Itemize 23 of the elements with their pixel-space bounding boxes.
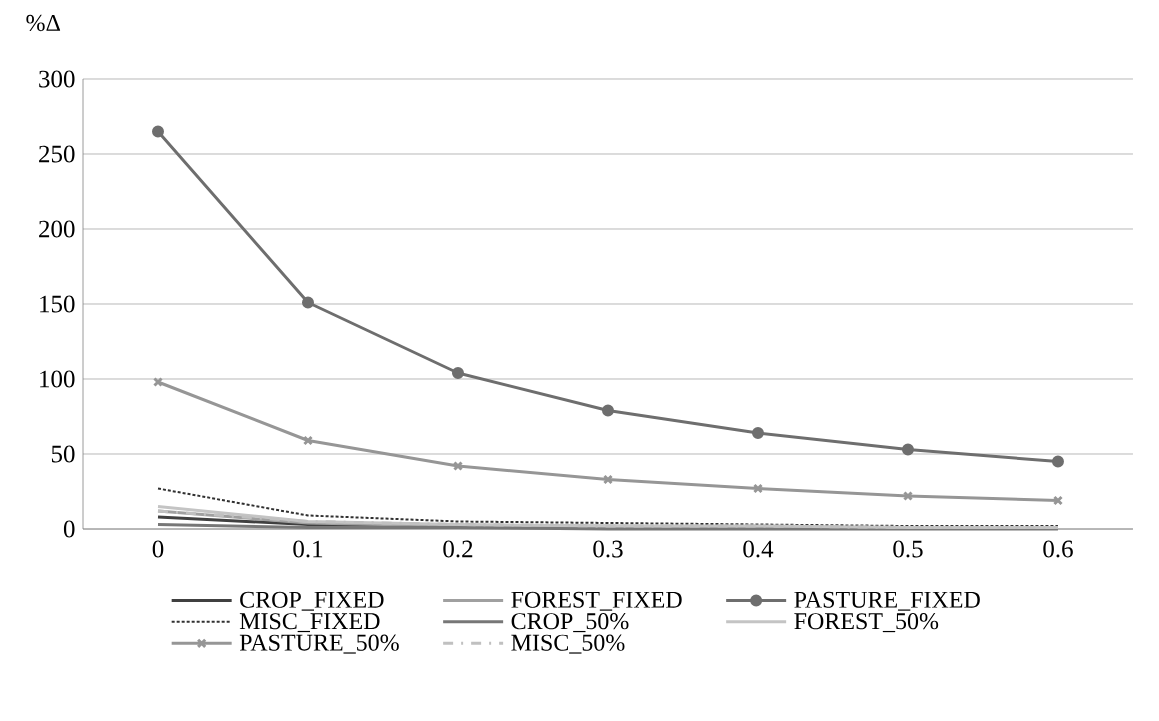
y-tick-label: 0 bbox=[63, 520, 75, 538]
legend-label: CROP_FIXED bbox=[240, 591, 384, 611]
y-tick-label: 150 bbox=[40, 295, 75, 313]
y-tick-label: 50 bbox=[51, 445, 75, 463]
x-tick-label: 0.2 bbox=[443, 540, 473, 558]
y-axis-title: %Δ bbox=[26, 14, 61, 32]
legend-label: PASTURE_50% bbox=[239, 634, 399, 654]
y-tick-label: 250 bbox=[39, 145, 75, 163]
x-tick-label: 0.5 bbox=[893, 540, 923, 558]
x-tick-label: 0.6 bbox=[1043, 540, 1073, 558]
legend-label: PASTURE_FIXED bbox=[794, 591, 980, 611]
legend-label: MISC_FIXED bbox=[239, 613, 380, 633]
x-tick-label: 0.1 bbox=[293, 540, 323, 558]
legend-label: FOREST_FIXED bbox=[511, 591, 682, 611]
legend-label: MISC_50% bbox=[511, 634, 625, 654]
legend-label: CROP_50% bbox=[511, 613, 629, 633]
legend-label: FOREST_50% bbox=[794, 613, 939, 633]
x-tick-label: 0.4 bbox=[743, 540, 774, 558]
y-tick-label: 300 bbox=[39, 70, 75, 88]
x-tick-label: 0 bbox=[152, 540, 164, 558]
y-tick-label: 200 bbox=[39, 220, 75, 238]
y-tick-label: 100 bbox=[40, 370, 75, 388]
x-tick-label: 0.3 bbox=[593, 540, 623, 558]
